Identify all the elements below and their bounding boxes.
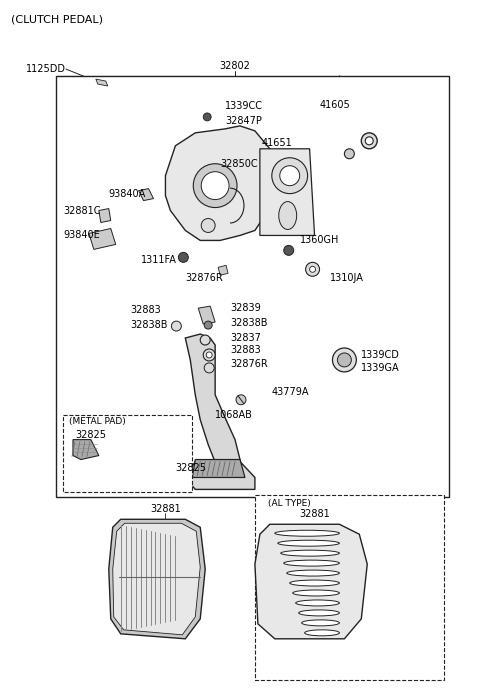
Ellipse shape [278, 540, 339, 546]
Text: 32837: 32837 [230, 333, 261, 343]
Text: 32839: 32839 [230, 303, 261, 313]
Polygon shape [255, 524, 367, 639]
Circle shape [203, 349, 215, 361]
Circle shape [361, 133, 377, 149]
Text: 32802: 32802 [219, 61, 251, 71]
Circle shape [333, 348, 356, 372]
Bar [255, 495, 444, 679]
Text: 41651: 41651 [262, 138, 293, 148]
Ellipse shape [279, 202, 297, 229]
Circle shape [200, 335, 210, 345]
Ellipse shape [275, 531, 339, 536]
Ellipse shape [293, 590, 339, 596]
Text: 32881C: 32881C [63, 205, 100, 216]
Polygon shape [260, 149, 314, 236]
Ellipse shape [290, 580, 339, 586]
Circle shape [204, 321, 212, 329]
Text: 32825: 32825 [175, 462, 206, 473]
Circle shape [236, 395, 246, 404]
Text: 1310JA: 1310JA [329, 274, 363, 283]
Ellipse shape [301, 620, 339, 626]
Ellipse shape [287, 570, 339, 576]
Circle shape [171, 321, 181, 331]
Text: 93840E: 93840E [63, 230, 100, 240]
Circle shape [201, 172, 229, 200]
Text: 1125DD: 1125DD [26, 64, 66, 74]
Polygon shape [113, 523, 200, 635]
Text: 1311FA: 1311FA [141, 256, 177, 265]
Polygon shape [185, 334, 240, 475]
Circle shape [344, 149, 354, 158]
Circle shape [337, 353, 351, 367]
Text: 93840A: 93840A [109, 189, 146, 198]
Polygon shape [139, 189, 154, 200]
Polygon shape [185, 462, 255, 489]
Text: 32881: 32881 [150, 504, 181, 514]
Text: 41605: 41605 [320, 100, 350, 110]
Text: 1339GA: 1339GA [361, 363, 400, 373]
Ellipse shape [296, 600, 339, 606]
Text: 32876R: 32876R [230, 359, 268, 369]
Ellipse shape [284, 560, 339, 566]
Text: 32838B: 32838B [230, 318, 267, 328]
Text: 1068AB: 1068AB [215, 410, 253, 420]
Circle shape [280, 166, 300, 185]
Text: 1360GH: 1360GH [300, 236, 339, 245]
Text: 32825: 32825 [75, 430, 106, 440]
Text: 43779A: 43779A [272, 387, 309, 397]
Circle shape [272, 158, 308, 194]
Circle shape [206, 352, 212, 358]
Bar [56, 76, 449, 497]
Ellipse shape [281, 551, 339, 556]
Circle shape [201, 218, 215, 232]
Ellipse shape [305, 630, 339, 636]
Polygon shape [166, 126, 275, 240]
Text: 32883: 32883 [230, 345, 261, 355]
Circle shape [306, 263, 320, 276]
Circle shape [284, 245, 294, 256]
Polygon shape [96, 79, 108, 86]
Text: (METAL PAD): (METAL PAD) [69, 417, 126, 426]
Circle shape [365, 137, 373, 145]
Text: 32881: 32881 [299, 509, 330, 520]
Circle shape [310, 267, 315, 272]
Ellipse shape [299, 610, 339, 616]
Text: 32838B: 32838B [131, 320, 168, 330]
Polygon shape [73, 440, 99, 460]
Polygon shape [192, 460, 245, 477]
Text: 32876R: 32876R [185, 274, 223, 283]
Polygon shape [89, 229, 116, 249]
Circle shape [204, 363, 214, 373]
Text: 32883: 32883 [131, 305, 161, 315]
Text: 32847P: 32847P [225, 116, 262, 126]
Text: 32850C: 32850C [220, 158, 258, 169]
Text: 1339CD: 1339CD [361, 350, 400, 360]
Text: (AL TYPE): (AL TYPE) [268, 499, 311, 508]
Bar [63, 415, 192, 493]
Text: (CLUTCH PEDAL): (CLUTCH PEDAL) [12, 14, 103, 24]
Polygon shape [109, 520, 205, 639]
Polygon shape [99, 209, 111, 223]
Circle shape [179, 252, 188, 263]
Polygon shape [198, 306, 215, 324]
Text: 1339CC: 1339CC [225, 101, 263, 111]
Polygon shape [218, 265, 228, 276]
Circle shape [203, 113, 211, 121]
Circle shape [193, 164, 237, 207]
